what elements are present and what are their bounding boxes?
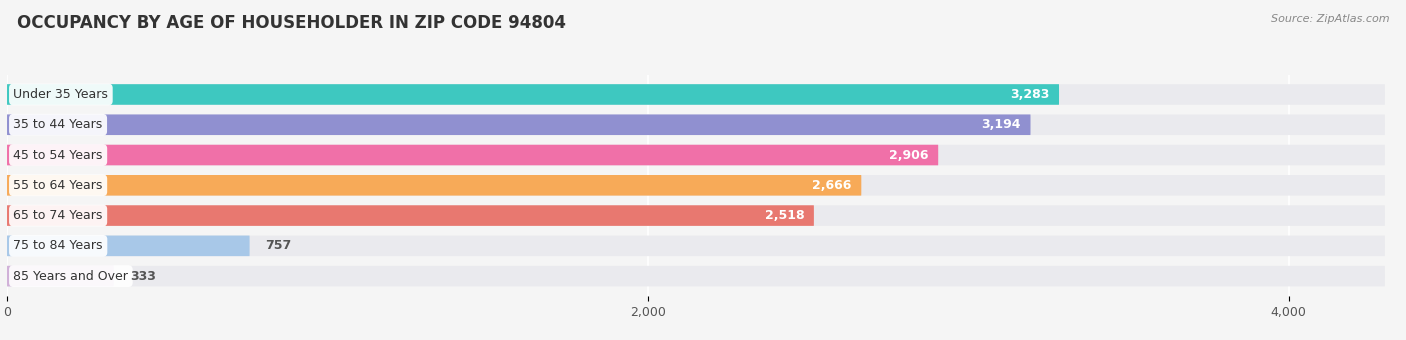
Text: 2,518: 2,518 <box>765 209 804 222</box>
FancyBboxPatch shape <box>7 84 1385 105</box>
Text: 35 to 44 Years: 35 to 44 Years <box>14 118 103 131</box>
Text: 45 to 54 Years: 45 to 54 Years <box>14 149 103 162</box>
Text: 75 to 84 Years: 75 to 84 Years <box>14 239 103 252</box>
Text: 2,666: 2,666 <box>813 179 852 192</box>
Text: 757: 757 <box>266 239 292 252</box>
FancyBboxPatch shape <box>7 236 1385 256</box>
Text: 3,283: 3,283 <box>1010 88 1049 101</box>
FancyBboxPatch shape <box>7 266 114 286</box>
FancyBboxPatch shape <box>7 175 862 195</box>
FancyBboxPatch shape <box>7 115 1385 135</box>
Text: Source: ZipAtlas.com: Source: ZipAtlas.com <box>1271 14 1389 23</box>
Text: OCCUPANCY BY AGE OF HOUSEHOLDER IN ZIP CODE 94804: OCCUPANCY BY AGE OF HOUSEHOLDER IN ZIP C… <box>17 14 565 32</box>
FancyBboxPatch shape <box>7 145 938 165</box>
Text: 333: 333 <box>129 270 156 283</box>
Text: 55 to 64 Years: 55 to 64 Years <box>14 179 103 192</box>
FancyBboxPatch shape <box>7 205 1385 226</box>
FancyBboxPatch shape <box>7 115 1031 135</box>
FancyBboxPatch shape <box>7 205 814 226</box>
Text: 85 Years and Over: 85 Years and Over <box>14 270 128 283</box>
FancyBboxPatch shape <box>7 145 1385 165</box>
FancyBboxPatch shape <box>7 266 1385 286</box>
FancyBboxPatch shape <box>7 236 250 256</box>
Text: 2,906: 2,906 <box>889 149 928 162</box>
Text: Under 35 Years: Under 35 Years <box>14 88 108 101</box>
Text: 3,194: 3,194 <box>981 118 1021 131</box>
Text: 65 to 74 Years: 65 to 74 Years <box>14 209 103 222</box>
FancyBboxPatch shape <box>7 84 1059 105</box>
FancyBboxPatch shape <box>7 175 1385 195</box>
